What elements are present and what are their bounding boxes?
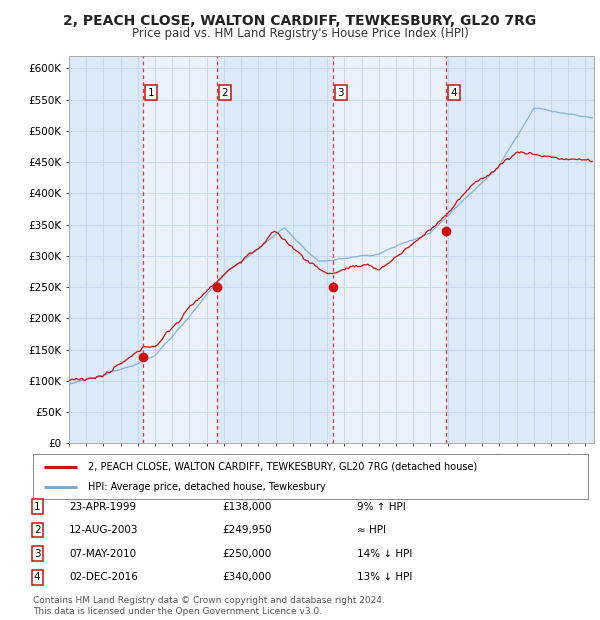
Text: 02-DEC-2016: 02-DEC-2016 <box>69 572 138 582</box>
Text: 2: 2 <box>221 87 229 97</box>
Text: 1: 1 <box>148 87 154 97</box>
Text: £249,950: £249,950 <box>222 525 272 535</box>
Text: 13% ↓ HPI: 13% ↓ HPI <box>357 572 412 582</box>
Text: ≈ HPI: ≈ HPI <box>357 525 386 535</box>
Text: 07-MAY-2010: 07-MAY-2010 <box>69 549 136 559</box>
Text: 14% ↓ HPI: 14% ↓ HPI <box>357 549 412 559</box>
Bar <box>143 56 217 443</box>
Bar <box>333 56 446 443</box>
Text: 9% ↑ HPI: 9% ↑ HPI <box>357 502 406 512</box>
Text: £250,000: £250,000 <box>222 549 271 559</box>
Text: HPI: Average price, detached house, Tewkesbury: HPI: Average price, detached house, Tewk… <box>89 482 326 492</box>
Text: 12-AUG-2003: 12-AUG-2003 <box>69 525 139 535</box>
Text: 2, PEACH CLOSE, WALTON CARDIFF, TEWKESBURY, GL20 7RG (detached house): 2, PEACH CLOSE, WALTON CARDIFF, TEWKESBU… <box>89 461 478 472</box>
Text: 23-APR-1999: 23-APR-1999 <box>69 502 136 512</box>
Text: 2: 2 <box>34 525 41 535</box>
Text: Contains HM Land Registry data © Crown copyright and database right 2024.
This d: Contains HM Land Registry data © Crown c… <box>33 596 385 616</box>
Text: £340,000: £340,000 <box>222 572 271 582</box>
Text: 4: 4 <box>451 87 457 97</box>
Text: 1: 1 <box>34 502 41 512</box>
Text: 3: 3 <box>34 549 41 559</box>
Text: 3: 3 <box>338 87 344 97</box>
Text: 2, PEACH CLOSE, WALTON CARDIFF, TEWKESBURY, GL20 7RG: 2, PEACH CLOSE, WALTON CARDIFF, TEWKESBU… <box>64 14 536 28</box>
Text: £138,000: £138,000 <box>222 502 271 512</box>
Text: Price paid vs. HM Land Registry's House Price Index (HPI): Price paid vs. HM Land Registry's House … <box>131 27 469 40</box>
Text: 4: 4 <box>34 572 41 582</box>
